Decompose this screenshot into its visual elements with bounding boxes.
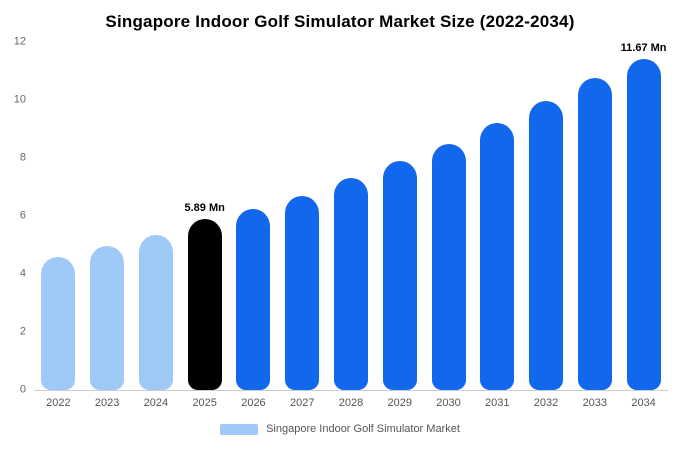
x-tick-label: 2034: [631, 397, 656, 409]
x-tick-label: 2025: [192, 397, 217, 409]
bar-2022[interactable]: [41, 256, 76, 390]
x-tick-label: 2026: [241, 397, 266, 409]
bar-2027[interactable]: [285, 195, 320, 390]
chart-title: Singapore Indoor Golf Simulator Market S…: [105, 12, 575, 31]
bar-column-2023: [83, 42, 132, 390]
x-tick-label: 2023: [94, 397, 120, 409]
bar-column-2026: [229, 42, 278, 390]
bar-column-2032: [522, 42, 571, 390]
x-tick-label: 2024: [143, 397, 169, 409]
bar-column-2027: [278, 42, 327, 390]
legend-label: Singapore Indoor Golf Simulator Market: [266, 423, 460, 435]
bar-value-label: 5.89 Mn: [184, 202, 225, 215]
y-tick-label: 10: [13, 93, 26, 106]
bar-chart: 0 2 4 6 8 10 12 5.89 Mn 11.67 Mn 2022 2023 2024 20…: [6, 36, 674, 409]
y-tick-label: 2: [19, 325, 26, 338]
bar-column-2022: [34, 42, 83, 390]
x-tick-label: 2027: [289, 397, 315, 409]
plot-area: 5.89 Mn 11.67 Mn: [34, 42, 668, 391]
bar-column-2031: [473, 42, 522, 390]
bar-2034[interactable]: [626, 59, 661, 390]
bar-2023[interactable]: [90, 246, 125, 390]
y-tick-label: 6: [19, 209, 26, 222]
bar-2030[interactable]: [431, 143, 466, 390]
x-tick-label: 2028: [338, 397, 364, 409]
bar-column-2033: [570, 42, 619, 390]
x-tick-label: 2032: [533, 397, 559, 409]
x-tick-label: 2022: [46, 397, 71, 409]
bar-2033[interactable]: [577, 78, 612, 390]
plot-column: 5.89 Mn 11.67 Mn 2022 2023 2024 2025 2026 2027…: [34, 42, 668, 409]
y-tick-label: 12: [13, 35, 26, 48]
y-tick-label: 4: [19, 267, 26, 280]
bar-column-2025: 5.89 Mn: [180, 42, 229, 390]
legend: Singapore Indoor Golf Simulator Market: [6, 423, 674, 435]
bar-column-2028: [327, 42, 376, 390]
bar-column-2029: [375, 42, 424, 390]
bar-value-label: 11.67 Mn: [620, 42, 667, 54]
bar-2025[interactable]: [187, 219, 222, 390]
x-tick-label: 2029: [387, 397, 412, 409]
y-tick-label: 0: [19, 383, 26, 396]
bar-column-2024: [132, 42, 181, 390]
bar-2028[interactable]: [333, 178, 368, 390]
x-axis: 2022 2023 2024 2025 2026 2027 2028 2029 2030 2031…: [34, 391, 668, 409]
legend-swatch: [220, 423, 259, 435]
y-tick-label: 8: [19, 151, 26, 164]
bar-column-2034: 11.67 Mn: [619, 42, 668, 390]
x-tick-label: 2031: [485, 397, 510, 409]
bar-2026[interactable]: [236, 208, 271, 390]
y-axis: 0 2 4 6 8 10 12: [8, 36, 34, 395]
bar-column-2030: [424, 42, 473, 390]
bar-2029[interactable]: [382, 160, 417, 390]
bar-2031[interactable]: [480, 123, 515, 390]
x-tick-label: 2033: [582, 397, 608, 409]
bar-2024[interactable]: [138, 234, 173, 390]
bar-2032[interactable]: [529, 101, 564, 390]
x-tick-label: 2030: [436, 397, 461, 409]
